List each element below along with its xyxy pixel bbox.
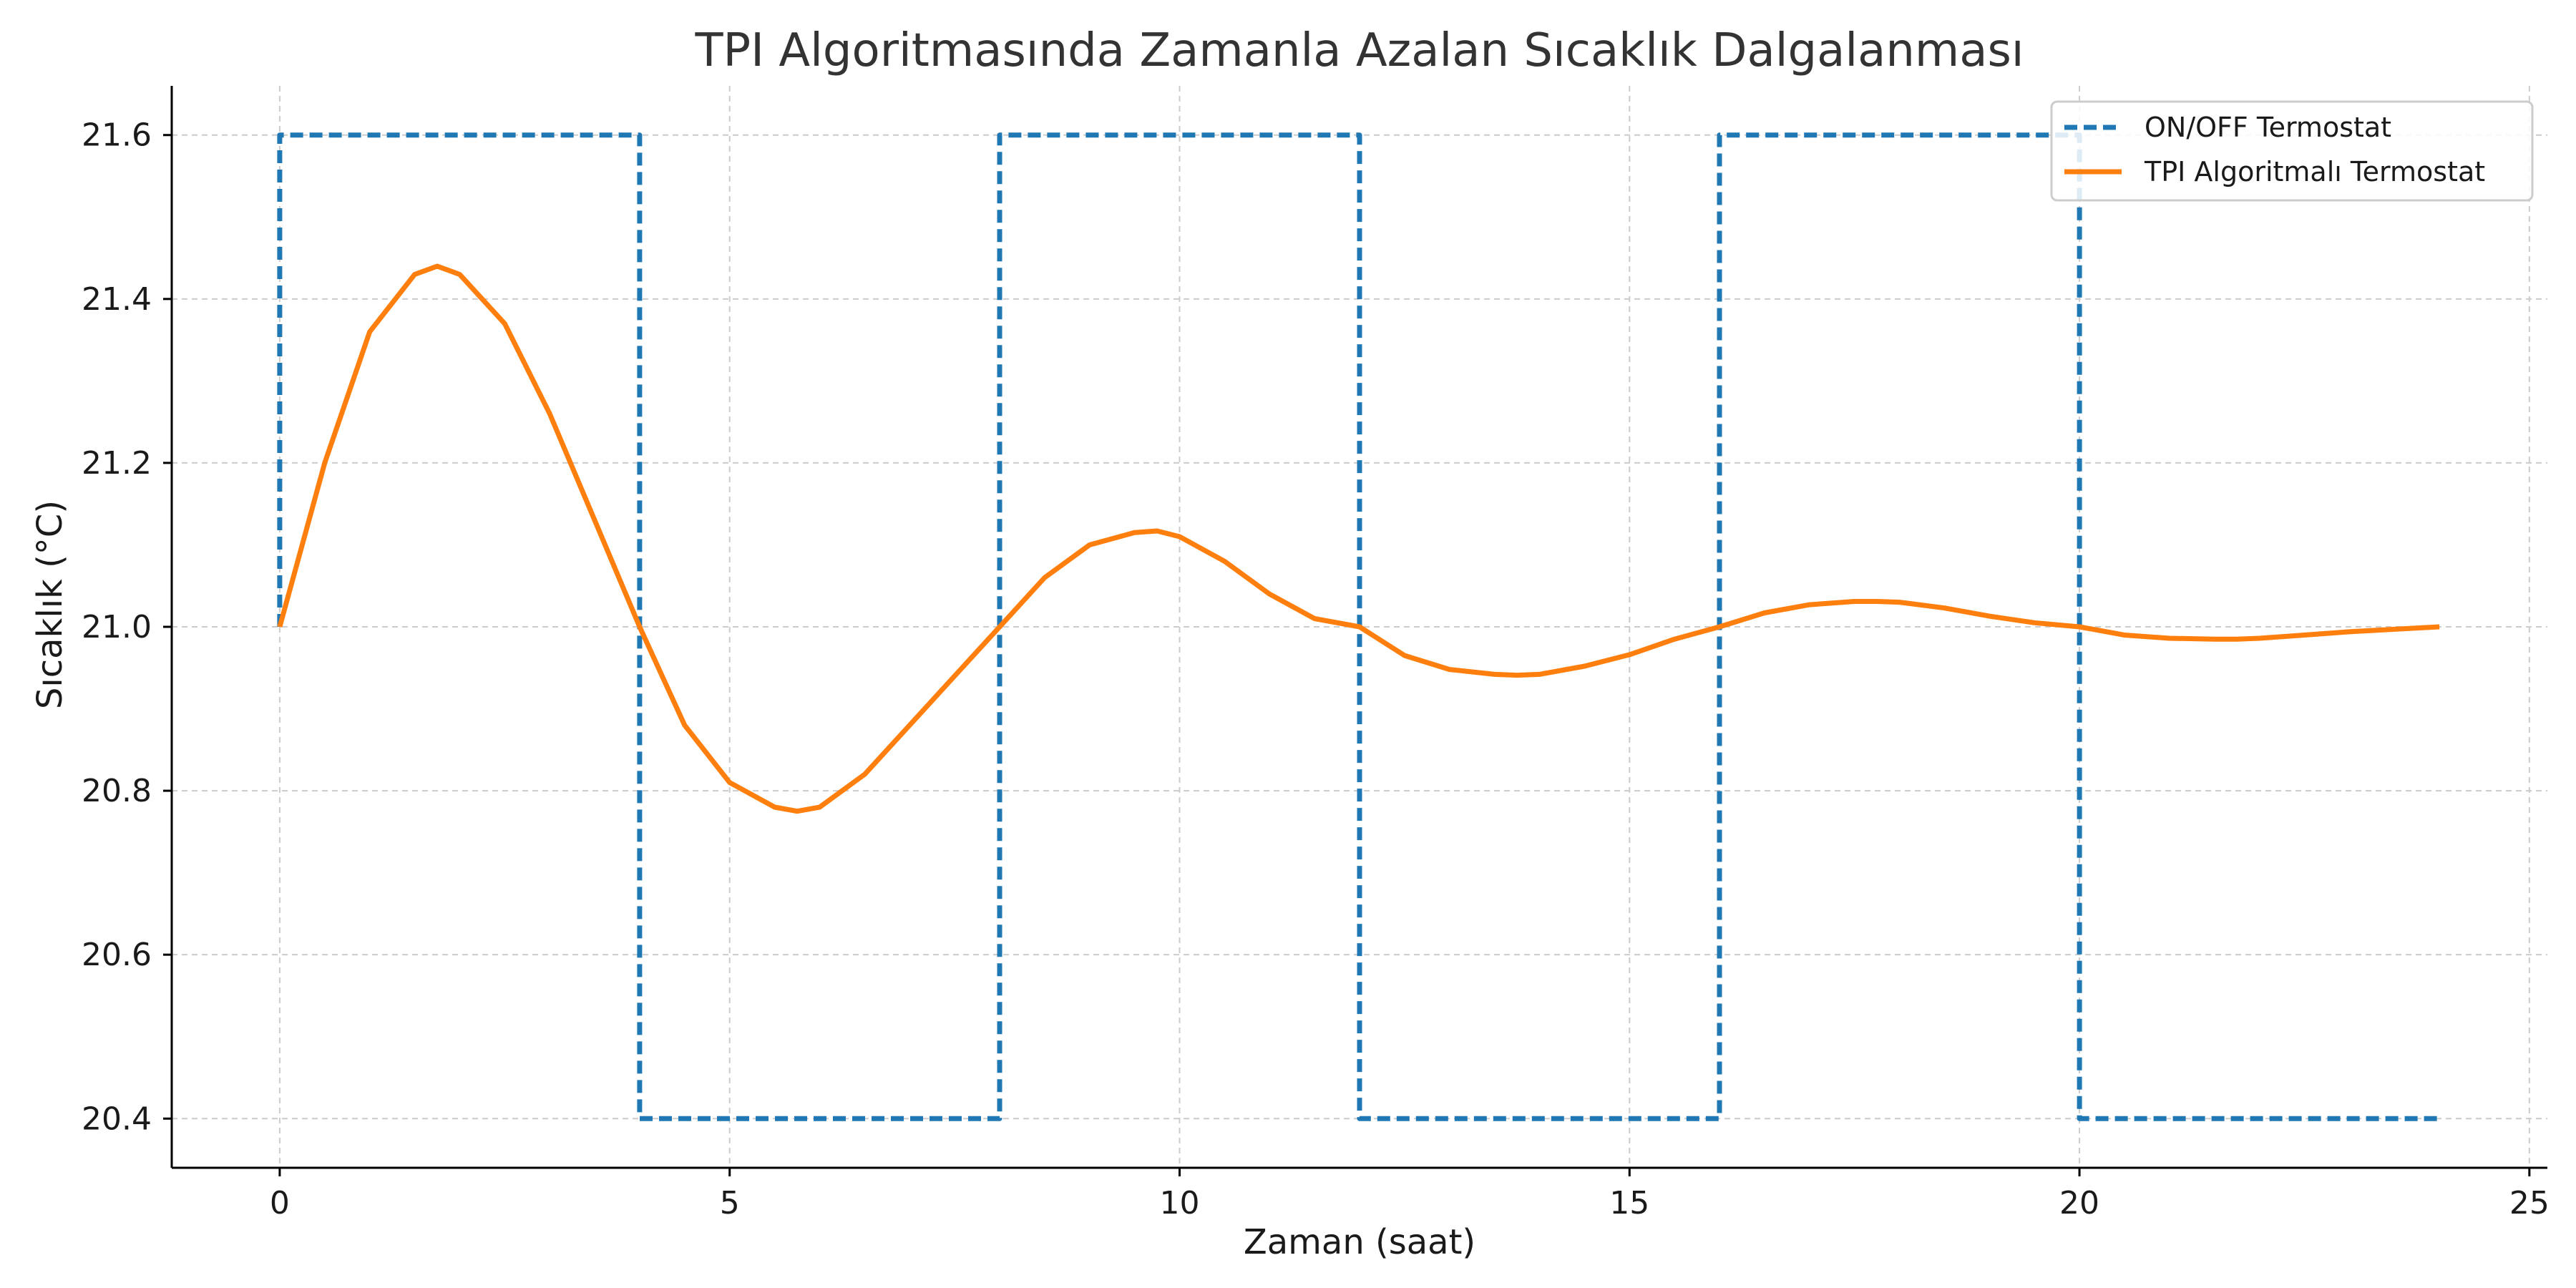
y-tick-label: 21.4: [82, 281, 152, 318]
ticks-layer: 0 5 10 15 20 25 20.4 20.6 20.8 21.0 21.2 21.4 21.6: [82, 117, 2550, 1221]
y-tick-label: 21.6: [82, 117, 152, 154]
chart-title: TPI Algoritmasında Zamanla Azalan Sıcakl…: [694, 24, 2024, 77]
y-tick-label: 21.2: [82, 445, 152, 482]
x-tick-label: 20: [2059, 1185, 2099, 1221]
y-tick-label: 20.6: [82, 937, 152, 973]
y-axis-label: Sıcaklık (°C): [30, 500, 70, 709]
x-tick-label: 15: [1609, 1185, 1649, 1221]
legend-label-tpi: TPI Algoritmalı Termostat: [2144, 156, 2485, 187]
x-tick-label: 5: [720, 1185, 740, 1221]
series-line-tpi: [277, 263, 2440, 814]
x-axis-label: Zaman (saat): [1244, 1222, 1475, 1262]
x-tick-label: 25: [2509, 1185, 2550, 1221]
legend: ON/OFF Termostat TPI Algoritmalı Termost…: [2050, 100, 2534, 202]
legend-label-onoff: ON/OFF Termostat: [2145, 112, 2391, 143]
x-tick-label: 0: [270, 1185, 290, 1221]
x-tick-label: 10: [1159, 1185, 1199, 1221]
y-tick-label: 21.0: [82, 609, 152, 645]
y-tick-label: 20.8: [82, 773, 152, 809]
legend-frame: [2050, 100, 2534, 202]
y-tick-label: 20.4: [82, 1101, 152, 1137]
